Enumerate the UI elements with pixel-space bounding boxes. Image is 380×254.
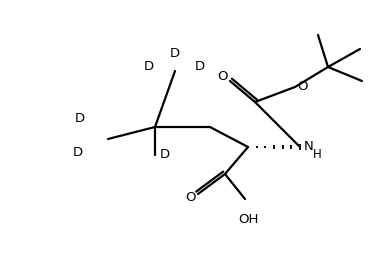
Text: D: D (144, 59, 154, 72)
Text: O: O (185, 191, 195, 204)
Text: D: D (170, 46, 180, 59)
Text: D: D (75, 111, 85, 124)
Text: D: D (73, 145, 83, 158)
Text: O: O (297, 79, 307, 92)
Text: D: D (160, 148, 170, 161)
Text: D: D (195, 59, 205, 72)
Text: O: O (218, 69, 228, 82)
Text: N: N (304, 139, 314, 152)
Text: H: H (313, 148, 322, 161)
Text: OH: OH (238, 213, 258, 226)
